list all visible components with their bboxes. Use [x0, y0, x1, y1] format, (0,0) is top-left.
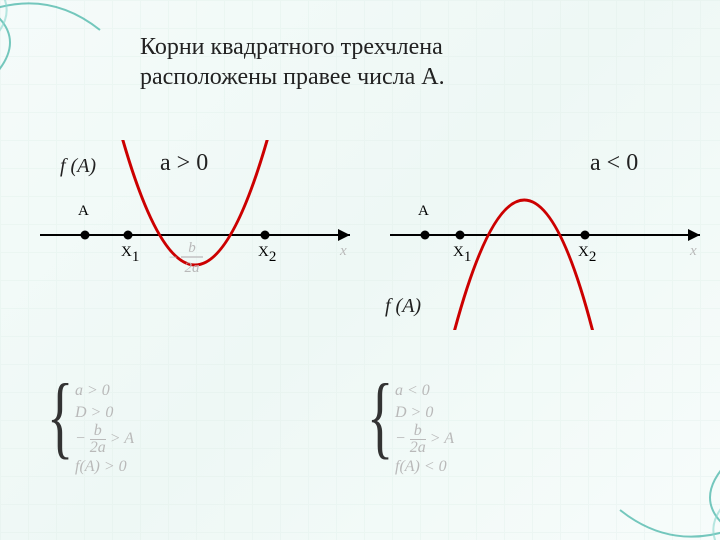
cond-left-0: a > 0: [75, 380, 134, 402]
svg-text:X1: X1: [121, 244, 139, 265]
title-line1: Корни квадратного трехчлена: [140, 34, 443, 60]
svg-text:−: −: [168, 250, 178, 266]
svg-text:x: x: [689, 243, 697, 259]
cond-left-2: − b2a > A: [75, 423, 134, 456]
brace-right: {: [367, 375, 394, 458]
graph-right: А X1 X2 x: [380, 140, 720, 330]
cond-right-1: D > 0: [395, 402, 454, 424]
cond-left-1: D > 0: [75, 402, 134, 424]
svg-text:X2: X2: [578, 244, 596, 265]
svg-text:X1: X1: [453, 244, 471, 265]
brace-left: {: [47, 375, 74, 458]
conditions-right: a < 0 D > 0 − b2a > A f(A) < 0: [395, 380, 454, 478]
svg-text:X2: X2: [258, 244, 276, 265]
svg-text:x: x: [339, 243, 347, 259]
svg-text:А: А: [418, 203, 429, 219]
decor-swirl-br: [540, 420, 720, 540]
cond-left-3: f(A) > 0: [75, 456, 134, 478]
cond-right-2: − b2a > A: [395, 423, 454, 456]
cond-right-3: f(A) < 0: [395, 456, 454, 478]
conditions-left: a > 0 D > 0 − b2a > A f(A) > 0: [75, 380, 134, 478]
svg-text:А: А: [78, 203, 89, 219]
svg-text:2a: 2a: [185, 260, 200, 276]
graph-left: А X1 X2 x − b 2a: [30, 140, 370, 330]
svg-text:b: b: [188, 240, 196, 256]
title-line2: расположены правее числа А.: [140, 64, 445, 90]
slide-title: Корни квадратного трехчлена расположены …: [140, 32, 640, 92]
cond-right-0: a < 0: [395, 380, 454, 402]
